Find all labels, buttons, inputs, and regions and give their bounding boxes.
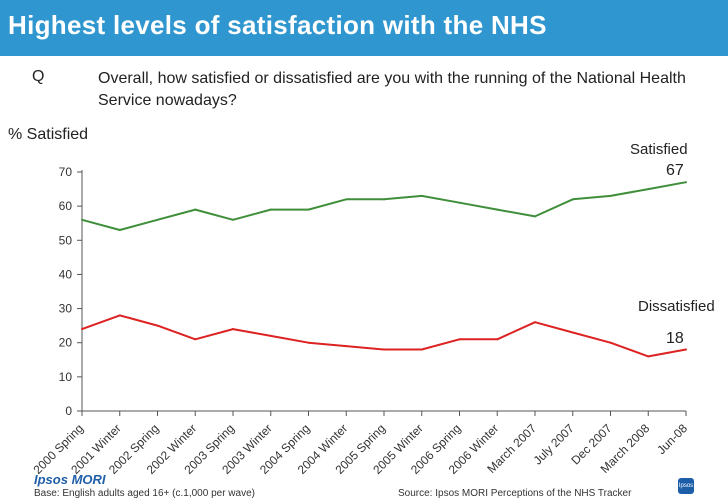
dissatisfied-end-label: 18 <box>666 330 684 347</box>
data-point-satisfied <box>420 194 423 197</box>
satisfied-end-label: 67 <box>666 162 684 179</box>
legend-dissatisfied: Dissatisfied <box>638 298 715 315</box>
data-point-satisfied <box>194 208 197 211</box>
data-point-dissatisfied <box>458 338 461 341</box>
data-point-satisfied <box>307 208 310 211</box>
data-point-dissatisfied <box>156 324 159 327</box>
page-title: Highest levels of satisfaction with the … <box>8 10 547 40</box>
question-text: Overall, how satisfied or dissatisfied a… <box>98 70 686 109</box>
data-point-dissatisfied <box>383 348 385 351</box>
data-point-dissatisfied <box>194 338 197 341</box>
data-point-satisfied <box>496 208 499 211</box>
data-point-satisfied <box>571 198 574 201</box>
data-point-dissatisfied <box>534 321 536 324</box>
data-point-satisfied <box>647 188 650 191</box>
data-point-satisfied <box>269 208 272 211</box>
y-tick-label: 30 <box>59 302 73 316</box>
data-point-dissatisfied <box>496 338 499 341</box>
data-point-satisfied <box>609 194 612 197</box>
data-point-satisfied <box>383 198 385 201</box>
y-tick-label: 10 <box>59 370 73 384</box>
y-tick-label: 0 <box>65 404 72 418</box>
y-tick-label: 50 <box>59 233 73 247</box>
title-banner: Highest levels of satisfaction with the … <box>0 0 728 56</box>
data-point-dissatisfied <box>609 341 612 344</box>
data-point-dissatisfied <box>685 348 687 351</box>
legend-satisfied: Satisfied <box>630 141 688 158</box>
data-point-satisfied <box>118 229 121 232</box>
data-point-dissatisfied <box>307 341 310 344</box>
data-point-dissatisfied <box>345 345 348 348</box>
data-point-dissatisfied <box>420 348 423 351</box>
data-point-dissatisfied <box>269 334 272 337</box>
data-point-satisfied <box>685 181 687 184</box>
data-point-dissatisfied <box>647 355 650 358</box>
data-point-dissatisfied <box>232 328 234 331</box>
x-tick-label: Jun-08 <box>654 421 690 457</box>
ipsos-mori-brand: Ipsos MORI <box>34 472 106 487</box>
y-tick-label: 70 <box>59 165 73 179</box>
data-point-dissatisfied <box>571 331 574 334</box>
data-point-dissatisfied <box>81 328 83 331</box>
data-point-satisfied <box>81 218 83 221</box>
data-point-satisfied <box>534 215 536 218</box>
ipsos-logo: Ipsos <box>678 478 694 494</box>
y-tick-label: 20 <box>59 336 73 350</box>
y-tick-label: 40 <box>59 267 73 281</box>
data-point-satisfied <box>458 201 461 204</box>
series-line-satisfied <box>81 181 687 231</box>
y-axis-label: % Satisfied <box>8 126 89 143</box>
data-point-dissatisfied <box>118 314 121 317</box>
data-point-satisfied <box>345 198 348 201</box>
data-point-satisfied <box>232 218 234 221</box>
data-point-satisfied <box>156 218 159 221</box>
question-label: Q <box>32 68 45 85</box>
source-note: Source: Ipsos MORI Perceptions of the NH… <box>398 488 632 499</box>
base-note: Base: English adults aged 16+ (c.1,000 p… <box>34 488 255 499</box>
y-tick-label: 60 <box>59 199 73 213</box>
